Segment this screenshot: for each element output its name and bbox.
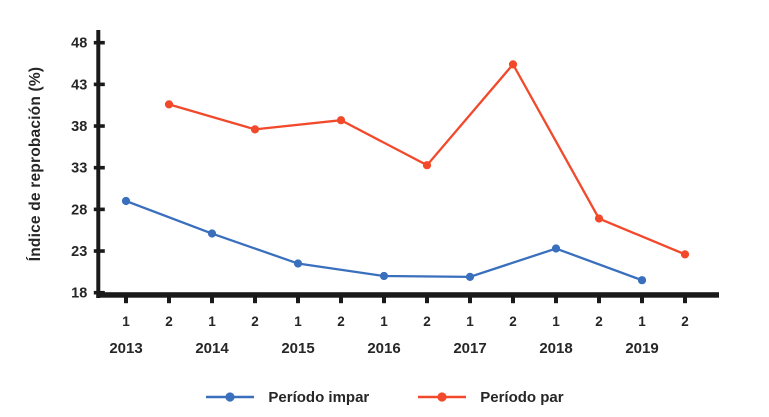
y-tick-label: 33 — [71, 161, 87, 177]
y-tick-label: 23 — [71, 244, 87, 260]
x-tick — [683, 292, 687, 304]
legend-label-periodo-par: Período par — [480, 388, 564, 406]
semester-label: 1 — [208, 314, 216, 329]
year-label: 2015 — [281, 340, 314, 357]
x-tick — [210, 292, 214, 304]
semester-label: 1 — [380, 314, 388, 329]
y-tick-label: 38 — [71, 119, 87, 135]
x-tick — [339, 292, 343, 304]
y-tick — [93, 165, 105, 170]
legend-item-periodo-impar: Período impar — [205, 389, 369, 406]
x-tick — [468, 292, 472, 304]
semester-label: 1 — [638, 314, 646, 329]
data-point-periodo-par-2019-2 — [680, 250, 690, 259]
y-tick — [93, 82, 105, 87]
data-point-periodo-par-2018-2 — [594, 214, 604, 223]
y-axis-line — [96, 30, 101, 298]
data-point-periodo-impar-2015-1 — [293, 259, 303, 268]
x-tick — [597, 292, 601, 304]
x-tick — [511, 292, 515, 304]
year-label: 2018 — [539, 340, 572, 357]
y-axis-title: Índice de reprobación (%) — [27, 66, 44, 262]
data-point-periodo-impar-2013-1 — [121, 196, 131, 206]
data-point-periodo-par-2013-2 — [164, 100, 174, 109]
data-point-periodo-impar-2019-1 — [637, 276, 647, 285]
data-point-periodo-par-2014-2 — [250, 125, 260, 134]
legend-line-dot-impar-icon — [205, 391, 255, 403]
semester-label: 2 — [251, 314, 259, 329]
semester-label: 2 — [595, 314, 603, 329]
x-tick — [382, 292, 386, 304]
semester-label: 2 — [165, 314, 173, 329]
semester-label: 1 — [552, 314, 560, 329]
data-point-periodo-impar-2018-1 — [551, 244, 561, 253]
x-tick — [167, 292, 171, 304]
year-label: 2017 — [453, 340, 486, 357]
x-tick — [253, 292, 257, 304]
legend-label-periodo-impar: Período impar — [268, 388, 370, 406]
semester-label: 1 — [294, 314, 302, 329]
semester-label: 2 — [423, 314, 431, 329]
data-point-periodo-par-2015-2 — [336, 116, 346, 125]
year-label: 2013 — [109, 340, 142, 357]
semester-label: 1 — [466, 314, 474, 329]
y-tick-label: 18 — [71, 286, 87, 302]
x-tick — [124, 292, 128, 304]
semester-label: 2 — [337, 314, 345, 329]
y-tick-label: 28 — [71, 202, 87, 218]
x-tick — [296, 292, 300, 304]
y-tick — [93, 249, 105, 253]
data-point-periodo-impar-2014-1 — [207, 229, 217, 238]
legend-line-dot-par-icon — [417, 391, 467, 403]
semester-label: 1 — [122, 314, 130, 329]
series-line-periodo-par — [168, 62, 686, 256]
year-label: 2014 — [195, 340, 229, 357]
semester-label: 2 — [509, 314, 517, 329]
y-tick — [93, 40, 105, 45]
data-point-periodo-par-2016-2 — [422, 161, 432, 170]
year-label: 2016 — [367, 340, 400, 357]
y-tick-label: 48 — [71, 36, 87, 52]
legend-item-periodo-par: Período par — [417, 388, 564, 406]
x-tick — [640, 292, 644, 304]
legend: Período impar Período par — [0, 383, 769, 411]
y-tick — [93, 290, 105, 295]
y-tick — [93, 207, 105, 212]
semester-label: 2 — [681, 314, 689, 329]
x-tick — [554, 292, 558, 304]
x-tick — [425, 292, 429, 304]
data-point-periodo-par-2017-2 — [508, 60, 518, 69]
data-point-periodo-impar-2017-1 — [465, 272, 475, 281]
data-point-periodo-impar-2016-1 — [379, 271, 389, 281]
series-line-periodo-impar — [125, 199, 643, 282]
x-axis-line — [96, 292, 720, 298]
y-tick — [93, 124, 105, 128]
y-tick-label: 43 — [71, 77, 87, 93]
year-label: 2019 — [625, 340, 658, 357]
